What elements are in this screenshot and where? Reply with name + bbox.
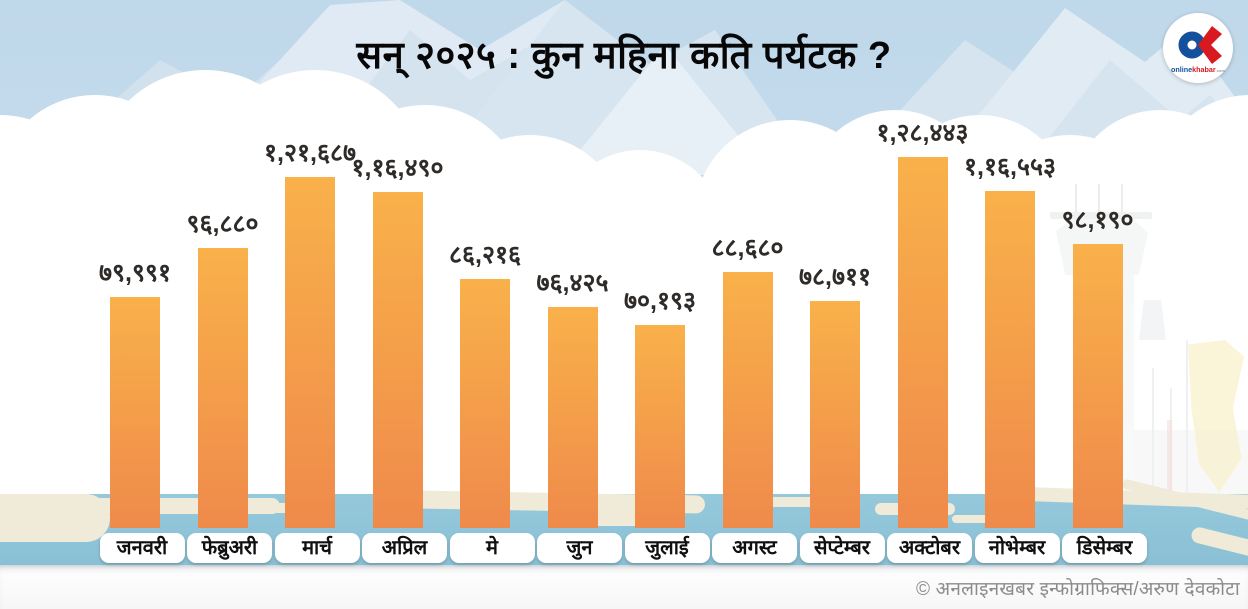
svg-text:onlinekhabar.com: onlinekhabar.com <box>1171 65 1226 74</box>
value-label-6: ७६,४२५ <box>536 269 609 297</box>
month-pill-4: अप्रिल <box>362 533 447 563</box>
tower-roof <box>1050 212 1152 219</box>
month-pill-12: डिसेम्बर <box>1062 533 1147 563</box>
bar-4 <box>372 192 423 528</box>
bar-10 <box>897 157 948 528</box>
bar-6 <box>547 307 598 528</box>
flag-pole <box>1186 340 1188 565</box>
bar-11 <box>985 191 1035 528</box>
sand-patch <box>952 515 1002 523</box>
bar-2 <box>197 248 248 528</box>
bar-8 <box>722 272 773 528</box>
logo-word-khabar: khabar <box>1192 65 1216 74</box>
bar-9 <box>810 301 860 528</box>
red-flag <box>1167 420 1172 492</box>
value-label-12: ९८,१९० <box>1061 206 1134 234</box>
month-pill-2: फेब्रुअरी <box>187 533 272 563</box>
value-label-5: ८६,२१६ <box>449 241 521 269</box>
value-label-3: १,२१,६८७ <box>264 139 356 167</box>
tower-antenna <box>1098 184 1100 216</box>
value-label-7: ७०,१९३ <box>624 287 696 315</box>
ok-logo-icon: onlinekhabar.com <box>1171 26 1226 74</box>
logo-suffix: .com <box>1216 68 1226 73</box>
water-tank <box>1139 300 1166 340</box>
month-pill-1: जनवरी <box>99 533 185 563</box>
bar-12 <box>1072 244 1123 528</box>
value-label-10: १,२८,४४३ <box>876 119 969 147</box>
credit-text: © अनलाइनखबर इन्फोग्राफिक्स/अरुण देवकोटा <box>915 579 1240 600</box>
month-pill-8: अगस्ट <box>712 533 797 563</box>
bar-7 <box>635 325 685 528</box>
value-label-9: ७८,७११ <box>799 263 871 291</box>
flag-pole <box>1152 368 1154 565</box>
value-label-2: ९६,८८० <box>186 210 259 238</box>
chart-title: सन् २०२५ : कुन महिना कति पर्यटक ? <box>356 35 892 77</box>
month-pill-11: नोभेम्बर <box>974 533 1060 563</box>
value-label-11: १,१६,५५३ <box>964 153 1056 181</box>
month-pill-6: जुन <box>537 533 622 563</box>
month-pill-7: जुलाई <box>624 533 710 563</box>
month-pill-3: मार्च <box>274 533 360 563</box>
month-pill-5: मे <box>449 533 535 563</box>
tower-antenna <box>1121 184 1123 216</box>
month-pill-9: सेप्टेम्बर <box>799 533 885 563</box>
bar-3 <box>285 177 335 528</box>
logo-word-online: online <box>1171 65 1192 74</box>
sand-patch <box>245 503 305 513</box>
footer-area: © अनलाइनखबर इन्फोग्राफिक्स/अरुण देवकोटा <box>0 565 1248 609</box>
value-label-1: ७९,९९१ <box>99 259 171 287</box>
bar-5 <box>460 279 510 528</box>
sand-patch <box>762 497 822 507</box>
value-label-8: ८८,६८० <box>711 234 784 262</box>
tower-antenna <box>1075 184 1077 216</box>
month-pill-10: अक्टोबर <box>887 533 972 563</box>
bar-1 <box>110 297 160 528</box>
value-label-4: १,१६,४९० <box>351 154 444 182</box>
flag-pole <box>1170 388 1172 565</box>
onlinekhabar-logo: onlinekhabar.com <box>1163 13 1233 83</box>
